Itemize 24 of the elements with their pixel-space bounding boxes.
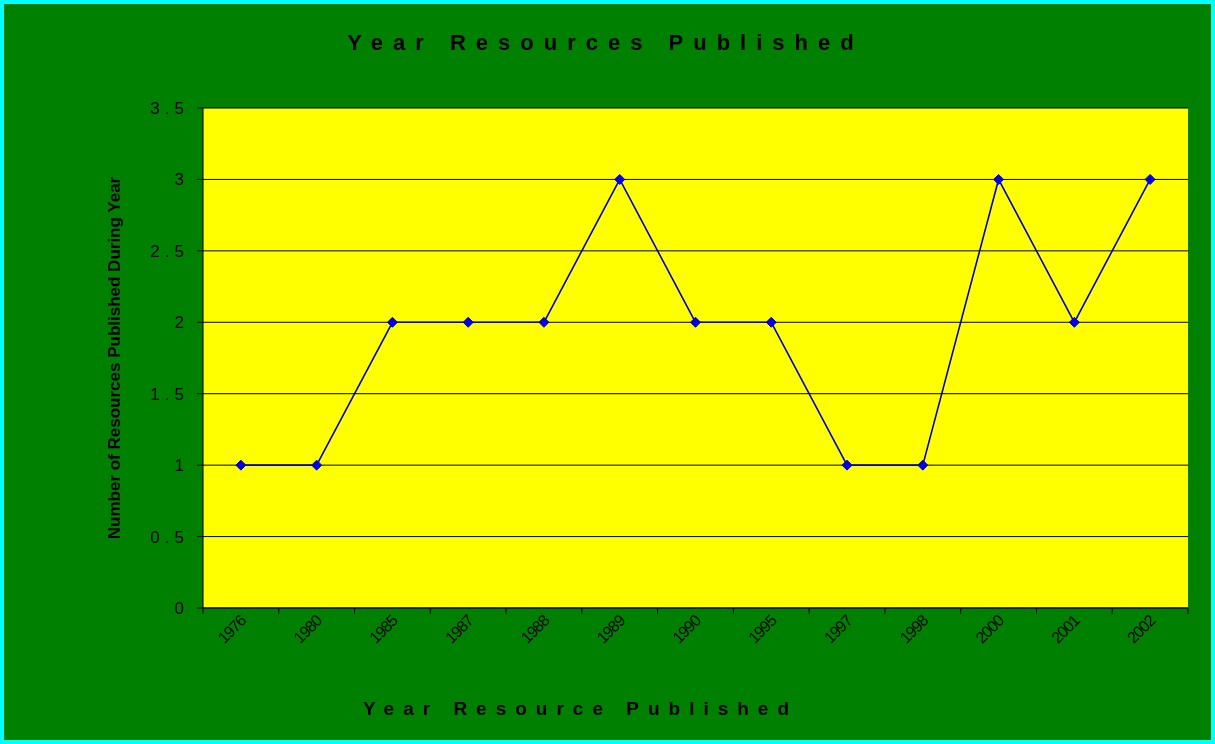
- point: [1068, 316, 1080, 328]
- y-tick-label: 1.5: [150, 384, 189, 404]
- point: [614, 173, 626, 185]
- point: [993, 173, 1005, 185]
- y-axis-title: Number of Resources Published During Year: [105, 176, 124, 540]
- x-axis-title: Year Resource Published: [362, 698, 799, 719]
- chart-title: Year Resources Published: [347, 30, 864, 55]
- y-tick-label: 0.5: [150, 527, 189, 547]
- point: [311, 459, 323, 471]
- point: [235, 459, 247, 471]
- point: [841, 459, 853, 471]
- point: [386, 316, 398, 328]
- y-tick-label: 3.5: [150, 99, 189, 118]
- point: [538, 316, 550, 328]
- point: [765, 316, 777, 328]
- point: [1144, 173, 1156, 185]
- point: [690, 316, 701, 328]
- point: [917, 459, 929, 471]
- y-tick-label: 2: [174, 313, 189, 333]
- point: [462, 316, 474, 328]
- y-tick-label: 3: [174, 170, 189, 190]
- y-tick-label: 2.5: [150, 241, 189, 261]
- y-tick-label: 1: [174, 456, 189, 476]
- y-tick-label: 0: [174, 599, 189, 618]
